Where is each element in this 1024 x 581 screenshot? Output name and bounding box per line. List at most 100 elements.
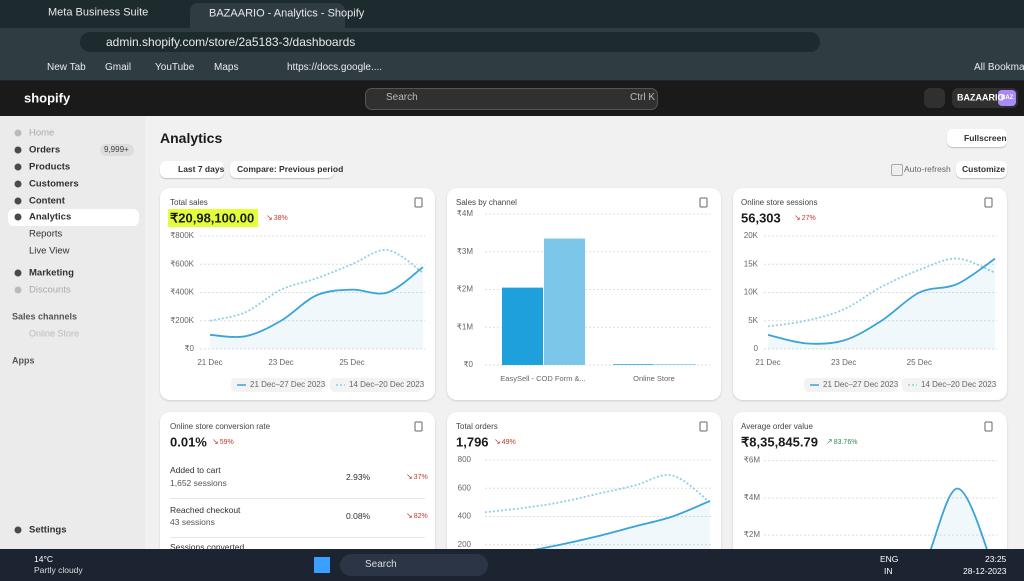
row-change: 82% — [406, 512, 428, 520]
nav-item[interactable]: Analytics — [29, 211, 72, 223]
fullscreen-button[interactable] — [947, 129, 1007, 147]
nav-icon — [14, 213, 22, 221]
row-label: Added to cart — [170, 464, 221, 475]
button-label[interactable]: Fullscreen — [964, 132, 1007, 143]
weather-condition: Partly cloudy — [34, 564, 83, 575]
legend-box — [804, 378, 896, 392]
nav-item[interactable]: Discounts — [29, 284, 71, 296]
area — [210, 267, 423, 349]
row-sessions: 43 sessions — [170, 516, 215, 527]
customize-button[interactable] — [956, 161, 1007, 178]
clock-time: 23:25 — [985, 553, 1007, 564]
line — [767, 257, 996, 328]
nav-item[interactable]: Marketing — [29, 267, 74, 279]
row-label: Reached checkout — [170, 504, 241, 515]
y-tick-label: 0 — [754, 344, 759, 353]
x-tick-label: 21 Dec — [755, 358, 780, 367]
nav-item[interactable]: Reports — [29, 228, 63, 240]
metric-value: ₹20,98,100.00 — [170, 210, 255, 226]
store-name: BAZAARIO — [957, 92, 1005, 103]
y-tick-label: ₹2M — [744, 530, 761, 539]
nav-item[interactable]: Products — [29, 161, 71, 173]
card-title: Average order value — [741, 422, 813, 431]
metric-change: 38% — [266, 214, 288, 222]
search-placeholder[interactable]: Search — [386, 92, 418, 103]
row-sessions: 1,652 sessions — [170, 477, 227, 488]
export-icon — [699, 421, 708, 432]
taskbar-search[interactable] — [340, 554, 488, 576]
line — [533, 500, 711, 549]
y-tick-label: ₹0 — [463, 360, 473, 369]
nav-selected — [8, 209, 139, 226]
nav-item[interactable]: Orders — [29, 144, 61, 156]
export-icon — [984, 421, 993, 432]
export-icon — [699, 197, 708, 208]
metric-value: 56,303 — [741, 210, 781, 226]
row-rate: 2.93% — [346, 471, 371, 482]
active-tab[interactable] — [190, 3, 345, 28]
bookmark[interactable]: New Tab — [47, 62, 86, 73]
legend-label: 21 Dec–27 Dec 2023 — [250, 380, 326, 389]
address-bar[interactable] — [80, 32, 820, 52]
nav-item[interactable]: Live View — [29, 245, 70, 257]
nav-item[interactable]: Content — [29, 195, 65, 207]
shortcut: Ctrl K — [630, 92, 655, 103]
legend-box — [231, 378, 323, 392]
start-button[interactable] — [314, 557, 330, 573]
y-tick-label: 800 — [458, 455, 472, 464]
button-label[interactable]: Compare: Previous period — [237, 163, 344, 174]
x-tick-label: Online Store — [633, 374, 675, 383]
highlight — [168, 209, 258, 227]
export-icon — [414, 421, 423, 432]
tab-title[interactable]: Meta Business Suite — [48, 6, 149, 19]
row-change: 37% — [406, 473, 428, 481]
checkbox[interactable] — [891, 164, 903, 176]
nav-item[interactable]: Customers — [29, 178, 79, 190]
tab-strip — [0, 0, 1024, 28]
badge — [100, 144, 134, 156]
notifications[interactable] — [924, 88, 945, 108]
clock-date: 28-12-2023 — [963, 565, 1007, 576]
section-label[interactable]: Apps — [12, 355, 35, 366]
bookmarks-bar — [0, 56, 1024, 81]
bookmark[interactable]: Maps — [214, 62, 239, 73]
bookmark[interactable]: All Bookmarks — [974, 62, 1024, 73]
button-label[interactable]: Customize — [962, 163, 1005, 174]
checkbox-label[interactable]: Auto-refresh — [904, 163, 951, 174]
search-box[interactable] — [365, 88, 658, 110]
x-tick-label: 23 Dec — [831, 358, 856, 367]
legend-label: 14 Dec–20 Dec 2023 — [921, 380, 997, 389]
section-label: Sales channels — [12, 311, 78, 322]
row-rate: 0.08% — [346, 510, 371, 521]
nav-item[interactable]: Online Store — [29, 328, 80, 339]
metric-value: ₹8,35,845.79 — [741, 434, 818, 450]
taskbar-search-text[interactable]: Search — [365, 559, 397, 570]
y-tick-label: ₹800K — [170, 231, 194, 240]
bookmark[interactable]: Gmail — [105, 62, 132, 73]
y-tick-label: ₹2M — [457, 285, 474, 294]
bookmark[interactable]: https://docs.google.... — [287, 62, 383, 73]
x-tick-label: 25 Dec — [907, 358, 932, 367]
avatar-text: BAZ — [1001, 95, 1014, 101]
date-button[interactable] — [160, 161, 224, 178]
metric-change: 49% — [494, 438, 516, 446]
card — [160, 412, 435, 572]
card — [733, 412, 1007, 572]
card-title: Sales by channel — [456, 198, 517, 207]
y-tick-label: ₹400K — [170, 288, 194, 297]
charts: ₹800K₹600K₹400K₹200K₹021 Dec 23 Dec 25 Dec… — [14, 129, 997, 549]
tab-title[interactable]: BAZAARIO - Analytics - Shopify — [209, 7, 365, 20]
y-tick-label: ₹6M — [744, 456, 761, 465]
card-title: Total orders — [456, 422, 498, 431]
card-title: Online store sessions — [741, 198, 818, 207]
card-title: Total sales — [170, 198, 208, 207]
nav-item[interactable]: Home — [29, 127, 55, 139]
export-icon — [414, 197, 423, 208]
compare-button[interactable] — [230, 161, 334, 178]
nav-item[interactable]: Settings — [29, 524, 67, 536]
region: IN — [884, 565, 893, 576]
bookmark[interactable]: YouTube — [155, 62, 195, 73]
bar — [502, 287, 543, 365]
button-label[interactable]: Last 7 days — [178, 163, 225, 174]
y-tick-label: 20K — [744, 231, 759, 240]
